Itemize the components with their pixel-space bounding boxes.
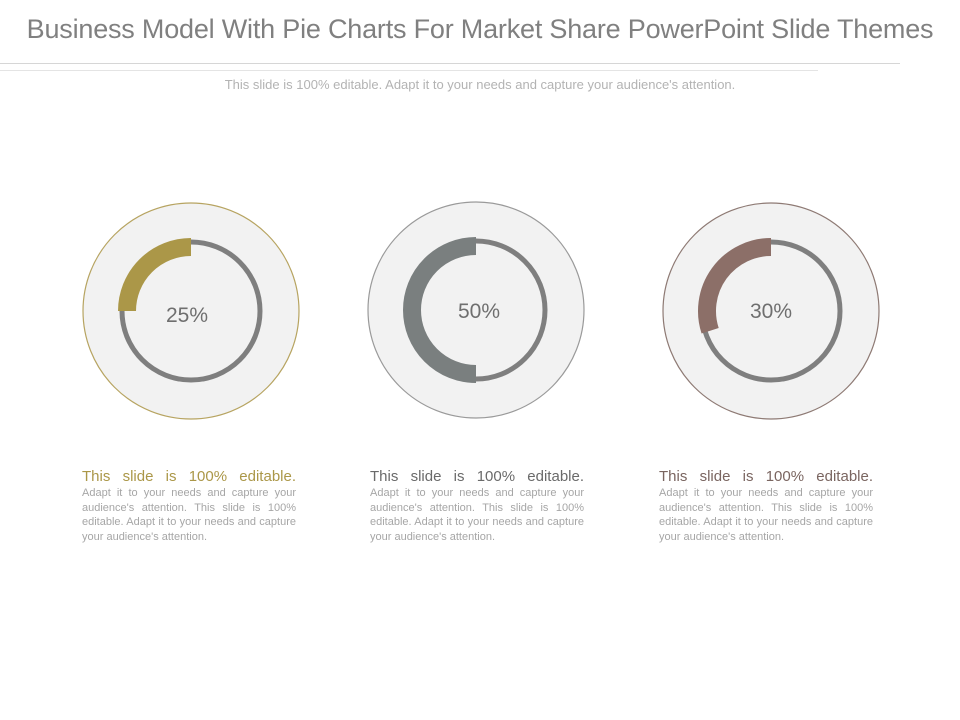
description-block-3: This slide is 100% editable. Adapt it to… xyxy=(659,468,873,544)
description-block-2: This slide is 100% editable. Adapt it to… xyxy=(370,468,584,544)
description-text: Adapt it to your needs and capture your … xyxy=(82,487,296,543)
description-heading: This slide is 100% editable. xyxy=(82,468,296,485)
chart-disk xyxy=(662,202,880,420)
chart-value-arc xyxy=(403,237,477,383)
chart-disk xyxy=(367,201,585,419)
slide-subtitle: This slide is 100% editable. Adapt it to… xyxy=(224,77,736,92)
description-text: Adapt it to your needs and capture your … xyxy=(370,487,584,543)
chart-value-label: 25% xyxy=(166,304,208,327)
chart-value-label: 30% xyxy=(750,300,792,323)
description-heading: This slide is 100% editable. xyxy=(370,468,584,485)
title-divider-secondary xyxy=(0,70,818,71)
chart-value-label: 50% xyxy=(458,300,500,323)
donut-charts: 25% 50% 30% xyxy=(82,201,880,420)
slide-title: Business Model With Pie Charts For Marke… xyxy=(26,14,934,44)
description-text: Adapt it to your needs and capture your … xyxy=(659,487,873,543)
chart-value-arc xyxy=(118,238,192,312)
chart-disk xyxy=(82,202,300,420)
chart-value-arc xyxy=(698,238,772,334)
description-heading: This slide is 100% editable. xyxy=(659,468,873,485)
description-block-1: This slide is 100% editable. Adapt it to… xyxy=(82,468,296,544)
title-divider xyxy=(0,63,900,64)
